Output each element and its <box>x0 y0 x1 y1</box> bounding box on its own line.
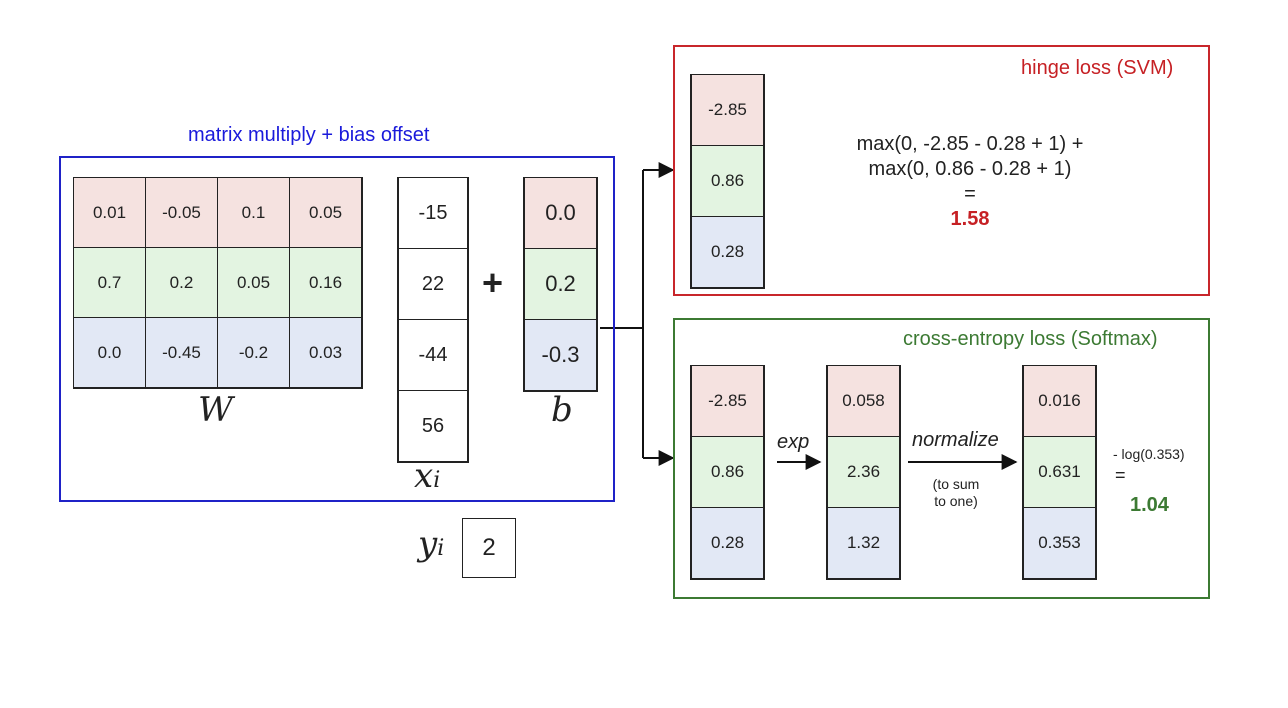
svm-title: hinge loss (SVM) <box>1021 57 1174 79</box>
w-label: W <box>198 390 233 430</box>
svm-formula-line1: max(0, -2.85 - 0.28 + 1) + <box>856 133 1084 155</box>
bias-vector: 0.0 0.2 -0.3 <box>523 177 598 392</box>
x-vector: -15 22 -44 56 <box>397 177 469 463</box>
w-cell: 0.0 <box>73 317 146 388</box>
w-cell: -0.2 <box>217 317 290 388</box>
exp-cell: 0.058 <box>827 365 900 437</box>
svm-result: 1.58 <box>950 208 990 230</box>
w-cell: 0.1 <box>217 177 290 248</box>
exp-label: exp <box>777 431 810 453</box>
svm-score-cell: 0.28 <box>691 216 764 288</box>
b-cell: 0.0 <box>524 177 597 249</box>
w-cell: 0.01 <box>73 177 146 248</box>
y-label-letter: y <box>418 524 438 564</box>
prob-cell: 0.353 <box>1023 507 1096 579</box>
linear-panel <box>59 156 615 502</box>
softmax-result: 1.04 <box>1130 494 1169 516</box>
prob-cell: 0.631 <box>1023 436 1096 508</box>
plus-sign: + <box>482 262 504 303</box>
y-value-box: 2 <box>462 518 516 578</box>
w-cell: 0.2 <box>145 247 218 318</box>
svm-score-cell: -2.85 <box>691 74 764 146</box>
svm-panel <box>673 45 1210 296</box>
svm-formula-line2: max(0, 0.86 - 0.28 + 1) <box>868 158 1072 180</box>
normalize-note-line1: (to sum <box>932 476 980 492</box>
prob-cell: 0.016 <box>1023 365 1096 437</box>
w-cell: 0.05 <box>217 247 290 318</box>
exp-values: 0.058 2.36 1.32 <box>826 365 901 580</box>
svm-scores: -2.85 0.86 0.28 <box>690 74 765 289</box>
prob-values: 0.016 0.631 0.353 <box>1022 365 1097 580</box>
normalize-label: normalize <box>912 429 999 451</box>
y-label: yi <box>418 524 444 564</box>
x-cell: -15 <box>398 177 468 249</box>
softmax-title: cross-entropy loss (Softmax) <box>903 328 1158 350</box>
x-label: xi <box>414 456 440 496</box>
b-cell: -0.3 <box>524 319 597 391</box>
w-cell: -0.05 <box>145 177 218 248</box>
softmax-panel <box>673 318 1210 599</box>
w-cell: 0.7 <box>73 247 146 318</box>
exp-cell: 1.32 <box>827 507 900 579</box>
x-label-letter: x <box>414 456 434 496</box>
exp-cell: 2.36 <box>827 436 900 508</box>
svm-equals: = <box>964 183 976 205</box>
linear-title: matrix multiply + bias offset <box>188 124 430 146</box>
svm-score-cell: 0.86 <box>691 145 764 217</box>
x-cell: 22 <box>398 248 468 320</box>
svm-formula: max(0, -2.85 - 0.28 + 1) + max(0, 0.86 -… <box>820 132 1120 232</box>
w-cell: 0.05 <box>289 177 362 248</box>
weight-matrix: 0.01 -0.05 0.1 0.05 0.7 0.2 0.05 0.16 0.… <box>73 177 363 389</box>
y-label-subscript: i <box>437 536 445 561</box>
normalize-note: (to sum to one) <box>916 476 996 510</box>
softmax-scores: -2.85 0.86 0.28 <box>690 365 765 580</box>
softmax-score-cell: 0.28 <box>691 507 764 579</box>
softmax-score-cell: -2.85 <box>691 365 764 437</box>
w-cell: -0.45 <box>145 317 218 388</box>
x-cell: 56 <box>398 390 468 462</box>
softmax-loss-expr: - log(0.353) <box>1113 446 1185 462</box>
normalize-note-line2: to one) <box>934 493 978 509</box>
softmax-score-cell: 0.86 <box>691 436 764 508</box>
x-cell: -44 <box>398 319 468 391</box>
b-label: b <box>551 390 573 430</box>
w-cell: 0.03 <box>289 317 362 388</box>
b-cell: 0.2 <box>524 248 597 320</box>
w-cell: 0.16 <box>289 247 362 318</box>
x-label-subscript: i <box>433 468 441 493</box>
softmax-equals: = <box>1115 465 1126 485</box>
